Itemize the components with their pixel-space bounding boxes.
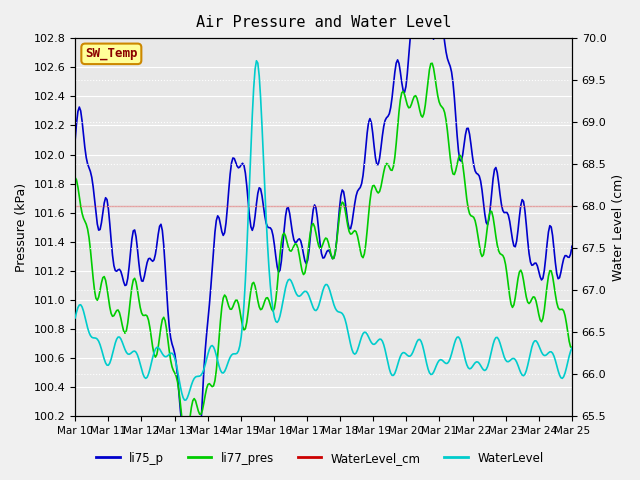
Text: SW_Temp: SW_Temp xyxy=(85,48,138,60)
Y-axis label: Water Level (cm): Water Level (cm) xyxy=(612,174,625,281)
Title: Air Pressure and Water Level: Air Pressure and Water Level xyxy=(196,15,451,30)
Y-axis label: Pressure (kPa): Pressure (kPa) xyxy=(15,183,28,272)
Legend: li75_p, li77_pres, WaterLevel_cm, WaterLevel: li75_p, li77_pres, WaterLevel_cm, WaterL… xyxy=(92,447,548,469)
